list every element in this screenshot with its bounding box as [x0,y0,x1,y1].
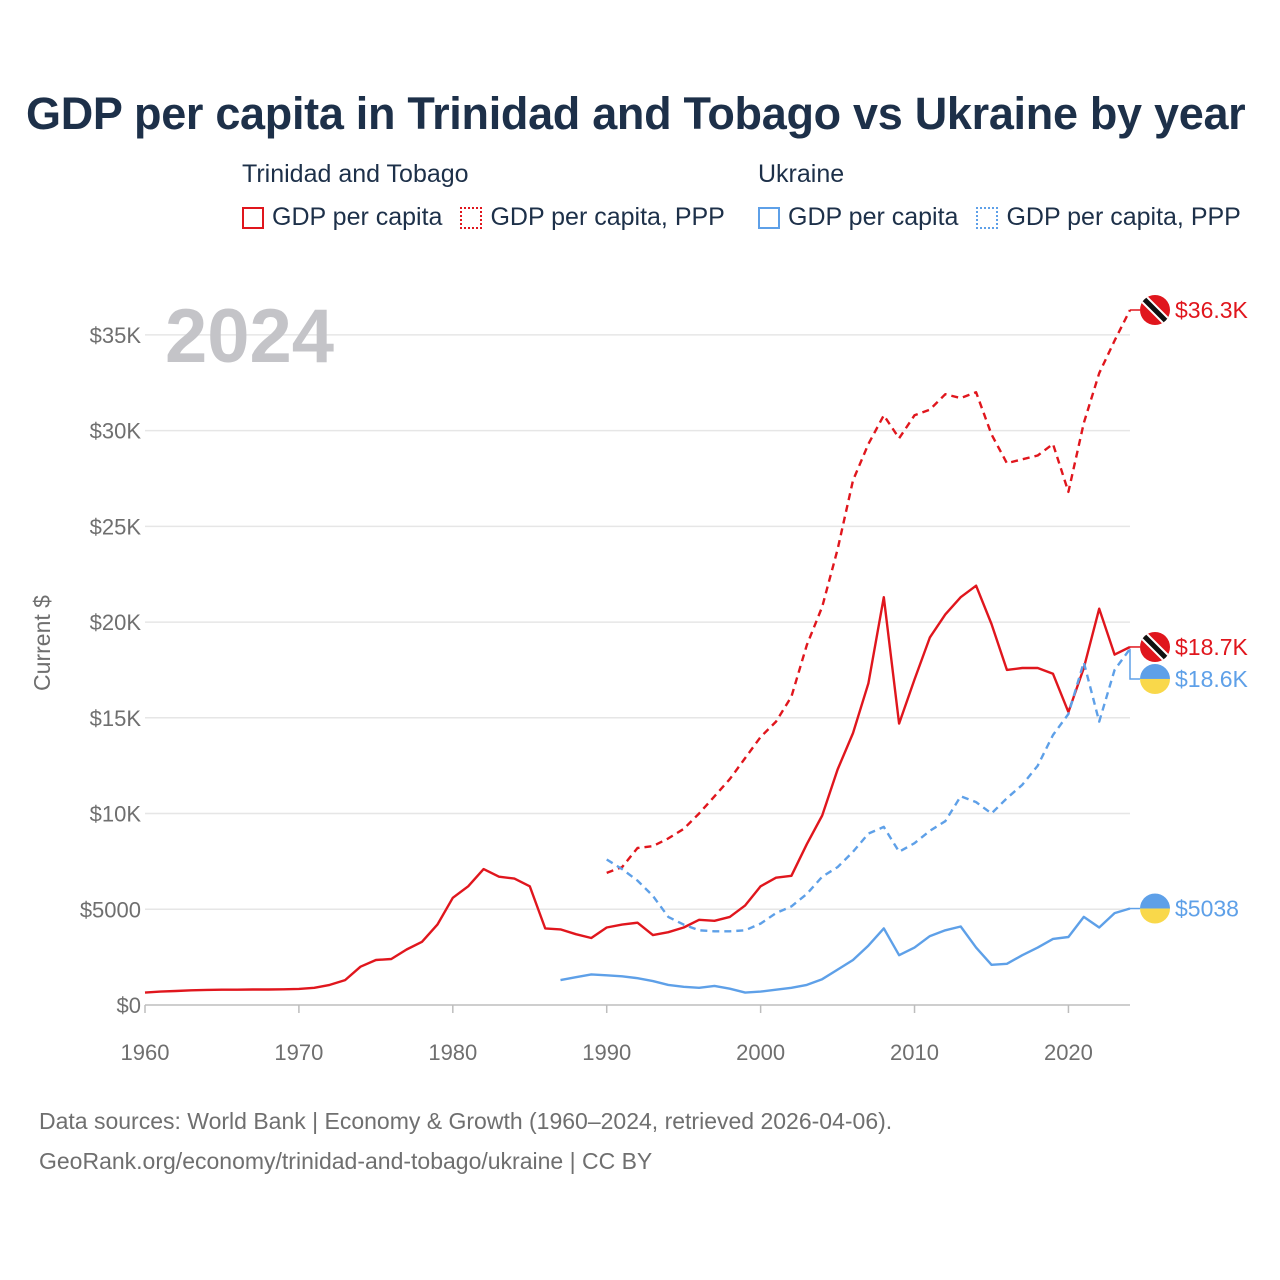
y-tick-label: $5000 [80,897,141,922]
y-tick-label: $35K [90,323,142,348]
axes: $0 $5000 $10K $15K $20K $25K $30K $35K 1960 1970 1… [80,323,1093,1065]
flag-stripe [1140,908,1170,924]
y-axis-label: Current $ [29,595,55,691]
legend-country-ukraine: Ukraine [758,160,845,188]
trinidad-flag-icon [1140,631,1170,662]
end-value-label: $5038 [1175,896,1239,922]
x-tick-label: 1970 [274,1040,323,1065]
y-tick-label: $30K [90,419,142,444]
legend-swatch-dashed-icon [460,206,483,229]
y-tick-label: $15K [90,706,142,731]
end-value-label: $18.6K [1175,666,1249,692]
x-tick-label: 1990 [582,1040,631,1065]
series-line-3[interactable] [606,648,1131,933]
legend-swatch-solid-icon [242,206,264,229]
legend-label: GDP per capita [788,203,959,231]
grid-lines [145,334,1130,1006]
flag-band [1142,634,1168,660]
legend-label: GDP per capita, PPP [490,203,725,231]
legend-trinidad: Trinidad and Tobago GDP per capita GDP p… [242,160,725,232]
legend-label: GDP per capita [272,203,443,231]
ukraine-flag-icon [1140,893,1170,924]
x-tick-label: 2000 [736,1040,785,1065]
legend-item-ukraine-ppp[interactable]: GDP per capita, PPP [976,203,1241,232]
y-tick-label: $25K [90,514,142,539]
flag-stripe [1140,893,1170,909]
trinidad-flag-icon [1140,295,1170,325]
flag-band [1142,297,1168,323]
y-tick-label: $0 [117,993,141,1018]
end-value-label: $18.7K [1175,634,1249,660]
footer-sources: Data sources: World Bank | Economy & Gro… [39,1108,893,1134]
highlight-year-label: 2024 [165,294,334,379]
end-labels: $36.3K $18.7K $18.6K $5038 [1129,295,1249,924]
legend-label: GDP per capita, PPP [1006,203,1241,231]
legend-swatch-dashed-icon [976,206,999,229]
legend-swatch-solid-icon [758,206,780,229]
chart-title: GDP per capita in Trinidad and Tobago vs… [26,88,1246,139]
x-tick-label: 1980 [428,1040,477,1065]
series-lines [144,309,1132,994]
ukraine-flag-icon [1140,663,1170,694]
legend-item-ukraine-gdp[interactable]: GDP per capita [758,203,958,232]
legend-item-trinidad-ppp[interactable]: GDP per capita, PPP [460,203,725,232]
end-connector [1129,648,1140,680]
flag-stripe [1140,663,1170,679]
x-tick-label: 2010 [890,1040,939,1065]
end-value-label: $36.3K [1175,297,1249,323]
y-tick-label: $20K [90,610,142,635]
legend-ukraine: Ukraine GDP per capita GDP per capita, P… [758,160,1241,232]
footer-url: GeoRank.org/economy/trinidad-and-tobago/… [39,1148,653,1174]
x-tick-label: 1960 [121,1040,170,1065]
series-line-0[interactable] [144,584,1131,994]
x-tick-label: 2020 [1044,1040,1093,1065]
series-line-1[interactable] [606,309,1132,875]
legend-country-trinidad: Trinidad and Tobago [242,160,469,188]
legend-item-trinidad-gdp[interactable]: GDP per capita [242,203,442,232]
series-line-2[interactable] [560,907,1131,994]
flag-stripe [1140,678,1170,694]
y-tick-label: $10K [90,802,142,827]
